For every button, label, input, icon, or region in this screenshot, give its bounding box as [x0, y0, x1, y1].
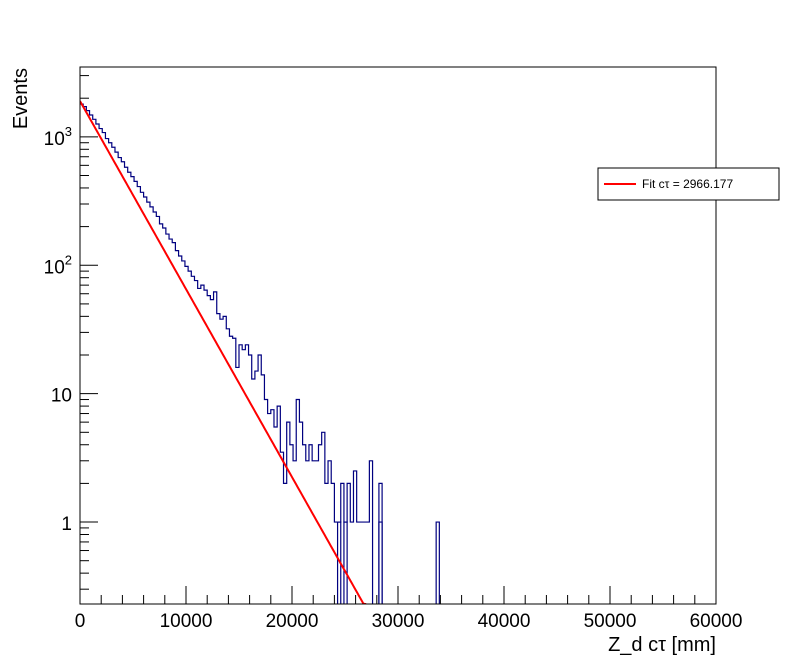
legend-fit-label: Fit cτ = 2966.177 — [642, 177, 733, 191]
x-tick-label-2: 20000 — [266, 611, 319, 632]
y-tick-label-0: 1 — [61, 514, 72, 535]
y-tick-label-1: 10 — [51, 386, 72, 407]
y-tick-exp-2: 2 — [65, 252, 72, 267]
y-tick-label-2: 102 — [44, 252, 72, 278]
histogram-spike-3 — [435, 521, 440, 604]
x-tick-label-4: 40000 — [478, 611, 531, 632]
data-layer — [80, 100, 440, 604]
fit-curve — [80, 100, 367, 604]
x-tick-label-1: 10000 — [160, 611, 213, 632]
y-tick-base-3: 10 — [44, 129, 65, 150]
x-tick-label-0: 0 — [75, 611, 86, 632]
histogram-spike-1 — [343, 521, 348, 604]
y-axis-title: Events — [10, 68, 32, 129]
x-tick-label-3: 30000 — [372, 611, 425, 632]
legend: Fit cτ = 2966.177 — [597, 167, 780, 201]
x-axis-title: Z_d cτ [mm] — [608, 634, 716, 656]
y-tick-base-2: 10 — [44, 257, 65, 278]
y-tick-exp-3: 3 — [65, 124, 72, 139]
histogram-spike-2 — [378, 482, 383, 604]
y-tick-label-3: 103 — [44, 124, 72, 150]
x-tick-label-6: 60000 — [690, 611, 743, 632]
histogram-series — [80, 103, 383, 604]
x-tick-label-5: 50000 — [584, 611, 637, 632]
